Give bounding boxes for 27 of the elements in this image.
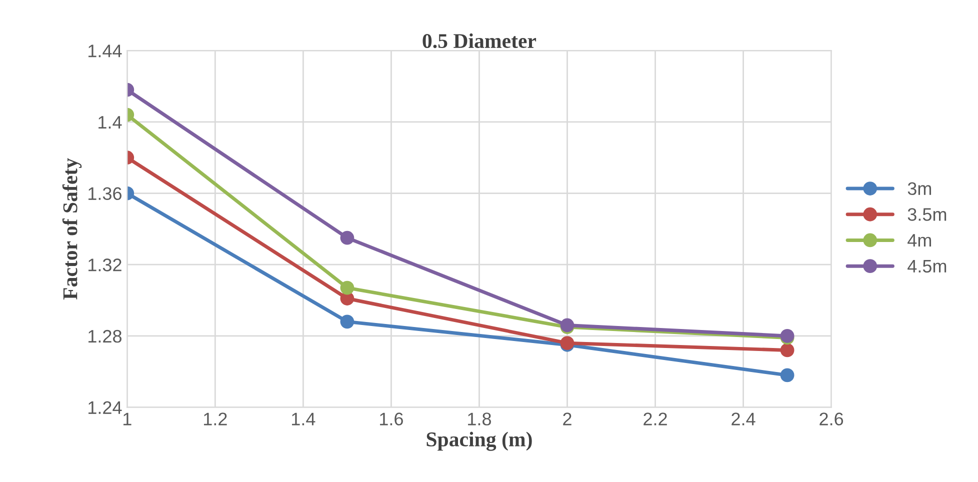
y-tick-label: 1.44 <box>88 44 122 58</box>
x-tick-label: 2.6 <box>820 412 844 426</box>
legend-label: 3m <box>908 182 932 196</box>
x-tick-label: 2 <box>563 412 572 426</box>
x-tick-label: 1.8 <box>468 412 491 426</box>
x-tick-label: 1 <box>123 412 132 426</box>
y-tick-label: 1.24 <box>88 401 122 414</box>
y-axis-title: Factor of Safety <box>62 158 82 300</box>
legend-label: 4.5m <box>908 260 946 273</box>
y-tick-label: 1.36 <box>88 187 122 200</box>
point <box>340 314 354 329</box>
x-tick-label: 1.4 <box>292 412 316 426</box>
point <box>340 230 354 245</box>
x-axis-title: Spacing (m) <box>426 432 532 451</box>
x-tick-label: 1.2 <box>204 412 227 426</box>
point <box>780 368 794 382</box>
legend-label: 4m <box>908 234 932 247</box>
legend-label: 3.5m <box>908 208 946 221</box>
chart-title: 0.5 Diameter <box>422 33 536 48</box>
y-tick-label: 1.28 <box>88 330 122 343</box>
y-tick-label: 1.4 <box>98 116 122 128</box>
x-tick-label: 2.2 <box>644 412 667 426</box>
y-tick-label: 1.32 <box>88 258 122 272</box>
x-tick-label: 2.4 <box>732 412 756 426</box>
point <box>780 343 794 358</box>
point <box>340 280 354 295</box>
x-tick-label: 1.6 <box>380 412 403 426</box>
